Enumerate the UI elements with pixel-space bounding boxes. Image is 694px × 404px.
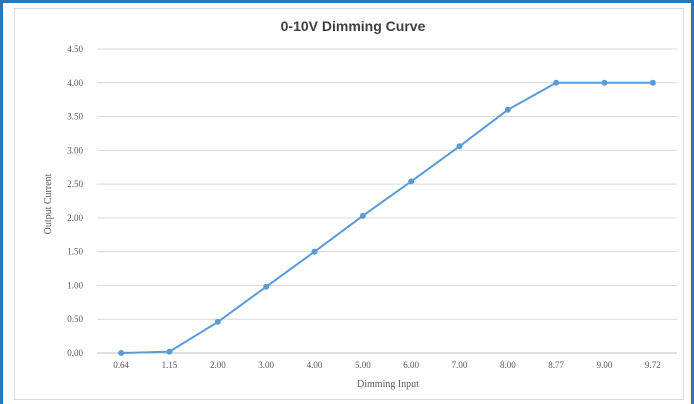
data-point[interactable] (649, 79, 656, 86)
y-tick-label: 3.50 (67, 112, 83, 122)
data-point[interactable] (263, 283, 270, 290)
y-tick-label: 2.00 (67, 213, 83, 223)
chart-area[interactable]: 0-10V Dimming Curve 0.00 0.50 1.00 1.50 2.00… (14, 8, 684, 400)
y-tick-label: 1.50 (67, 247, 83, 257)
y-axis-ticks: 0.00 0.50 1.00 1.50 2.00 2.50 3.00 3.50 4.00 4.50 (67, 44, 83, 358)
x-tick-label: 4.00 (307, 360, 323, 370)
x-tick-label: 1.15 (162, 360, 178, 370)
x-tick-label: 8.77 (548, 360, 564, 370)
data-point[interactable] (504, 106, 511, 113)
data-point[interactable] (601, 79, 608, 86)
window-left-border (0, 0, 3, 404)
x-tick-label: 0.64 (113, 360, 129, 370)
data-point[interactable] (311, 248, 318, 255)
y-tick-label: 4.00 (67, 78, 83, 88)
x-axis-ticks: 0.64 1.15 2.00 3.00 4.00 5.00 6.00 7.00 8.00 8.77… (113, 360, 660, 370)
data-point[interactable] (166, 348, 173, 355)
data-point[interactable] (214, 318, 221, 325)
data-point[interactable] (359, 212, 366, 219)
y-tick-label: 0.00 (67, 348, 83, 358)
data-point[interactable] (456, 143, 463, 150)
x-axis-title: Dimming Input (357, 379, 419, 390)
window-right-border (691, 0, 694, 404)
y-tick-label: 3.00 (67, 145, 83, 155)
x-tick-label: 5.00 (355, 360, 371, 370)
gridlines (97, 48, 677, 354)
x-tick-label: 9.72 (645, 360, 661, 370)
y-tick-label: 4.50 (67, 44, 83, 54)
y-tick-label: 0.50 (67, 314, 83, 324)
series-group (118, 79, 656, 356)
series-line (121, 81, 653, 354)
x-tick-label: 8.00 (500, 360, 516, 370)
window-top-border (0, 0, 694, 3)
chart-title: 0-10V Dimming Curve (281, 18, 426, 34)
data-point[interactable] (553, 79, 560, 86)
x-tick-label: 9.00 (597, 360, 613, 370)
x-tick-label: 2.00 (210, 360, 226, 370)
x-tick-label: 7.00 (452, 360, 468, 370)
data-point[interactable] (118, 350, 125, 356)
data-point[interactable] (408, 178, 415, 185)
y-axis-title: Output Current (43, 173, 54, 234)
chart-canvas: 0-10V Dimming Curve 0.00 0.50 1.00 1.50 2.00… (43, 18, 677, 390)
x-tick-label: 6.00 (403, 360, 419, 370)
y-tick-label: 1.00 (67, 280, 83, 290)
x-tick-label: 3.00 (258, 360, 274, 370)
y-tick-label: 2.50 (67, 179, 83, 189)
